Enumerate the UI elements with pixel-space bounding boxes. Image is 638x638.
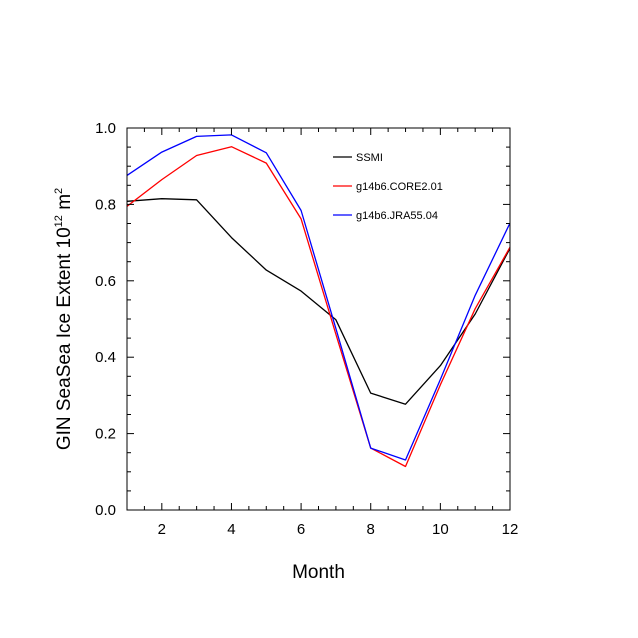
legend-label-0: SSMI: [356, 152, 383, 164]
y-axis-title-exponent: 12: [53, 215, 65, 227]
y-tick-label: 0.2: [95, 426, 116, 443]
x-tick-label: 12: [502, 521, 519, 538]
x-tick-label: 8: [367, 521, 375, 538]
x-tick-label: 6: [297, 521, 305, 538]
y-axis-title-unit-exponent: 2: [53, 188, 65, 194]
y-tick-label: 0.6: [95, 273, 116, 290]
series-line-0: [126, 198, 511, 405]
y-tick-label: 0.4: [95, 349, 116, 366]
y-tick-label: 0.8: [95, 196, 116, 213]
legend-label-2: g14b6.JRA55.04: [356, 210, 438, 222]
x-tick-label: 4: [227, 521, 235, 538]
x-tick-label: 2: [158, 521, 166, 538]
y-axis-title: GIN SeaSea Ice Extent 1012 m2: [53, 188, 75, 450]
y-axis-title-main: GIN SeaSea Ice Extent 10: [54, 227, 75, 450]
y-axis-title-unit: m: [54, 194, 75, 210]
legend: SSMI g14b6.CORE2.01 g14b6.JRA55.04: [333, 152, 443, 222]
series-layer: [126, 134, 511, 468]
x-axis-title: Month: [292, 562, 345, 583]
y-tick-label: 1.0: [95, 120, 116, 137]
y-tick-label: 0.0: [95, 502, 116, 519]
plot-frame: [126, 127, 511, 511]
series-line-1: [126, 146, 511, 468]
x-tick-label: 10: [432, 521, 449, 538]
tick-labels: 2 4 6 8 10 12 0.0 0.2 0.4 0.6 0.8 1.0: [95, 120, 518, 538]
series-line-2: [126, 134, 511, 461]
legend-label-1: g14b6.CORE2.01: [356, 181, 443, 193]
